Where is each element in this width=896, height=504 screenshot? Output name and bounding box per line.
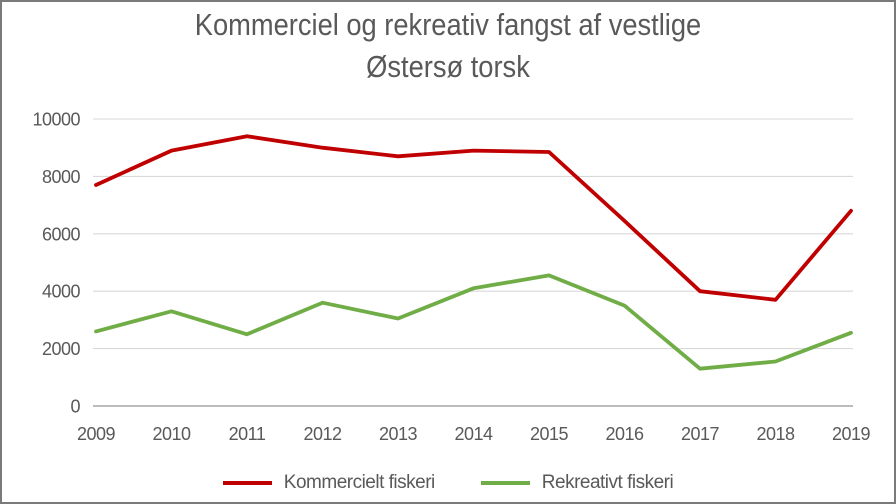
y-tick-label: 4000 (42, 282, 81, 302)
legend-item-kommercielt: Kommercielt fiskeri (222, 472, 435, 494)
legend: Kommercielt fiskeri Rekreativt fiskeri (2, 472, 894, 494)
legend-label: Kommercielt fiskeri (283, 472, 435, 493)
chart-title-line-2: Østersø torsk (366, 49, 530, 84)
y-tick-label: 2000 (42, 339, 81, 359)
y-tick-label: 6000 (42, 224, 81, 244)
legend-line-swatch (222, 481, 272, 485)
x-tick-label: 2010 (152, 424, 191, 444)
series-line-kommercielt (94, 134, 853, 302)
x-tick-label: 2018 (756, 424, 795, 444)
x-tick-label: 2015 (530, 424, 569, 444)
chart-title-line-1: Kommerciel og rekreativ fangst af vestli… (194, 7, 702, 42)
x-tick-label: 2017 (681, 424, 720, 444)
legend-line-swatch (480, 481, 530, 485)
series-line-rekreativt (94, 273, 853, 371)
x-tick-label: 2013 (379, 424, 418, 444)
x-tick-label: 2019 (832, 424, 871, 444)
legend-item-rekreativt: Rekreativt fiskeri (480, 472, 674, 494)
y-tick-label: 0 (70, 397, 80, 417)
x-tick-label: 2014 (454, 424, 493, 444)
y-tick-label: 10000 (32, 110, 80, 130)
chart-title: Kommerciel og rekreativ fangst af vestli… (56, 4, 841, 88)
x-tick-label: 2016 (605, 424, 644, 444)
x-tick-label: 2009 (77, 424, 116, 444)
y-tick-label: 8000 (42, 167, 81, 187)
x-tick-label: 2012 (303, 424, 342, 444)
legend-label: Rekreativt fiskeri (541, 472, 674, 493)
x-tick-label: 2011 (229, 424, 266, 444)
